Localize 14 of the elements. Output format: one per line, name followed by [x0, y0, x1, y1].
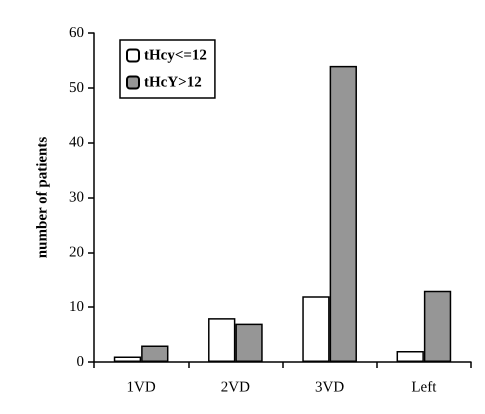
- legend-label: tHcY>12: [144, 74, 202, 90]
- x-tick-label: 3VD: [315, 380, 344, 396]
- y-tick-label: 50: [69, 80, 84, 96]
- y-tick-label: 20: [69, 244, 84, 260]
- y-axis-title: number of patients: [34, 136, 50, 258]
- y-tick-label: 0: [76, 354, 84, 370]
- legend-label: tHcy<=12: [144, 48, 207, 64]
- y-tick-label: 40: [69, 134, 84, 151]
- x-tick-label: 2VD: [220, 380, 250, 396]
- x-tick-label: 1VD: [126, 380, 156, 396]
- y-tick-label: 10: [69, 299, 84, 316]
- x-tick-label: Left: [411, 380, 438, 396]
- y-tick-label: 60: [69, 25, 84, 41]
- y-tick-label: 30: [69, 190, 84, 206]
